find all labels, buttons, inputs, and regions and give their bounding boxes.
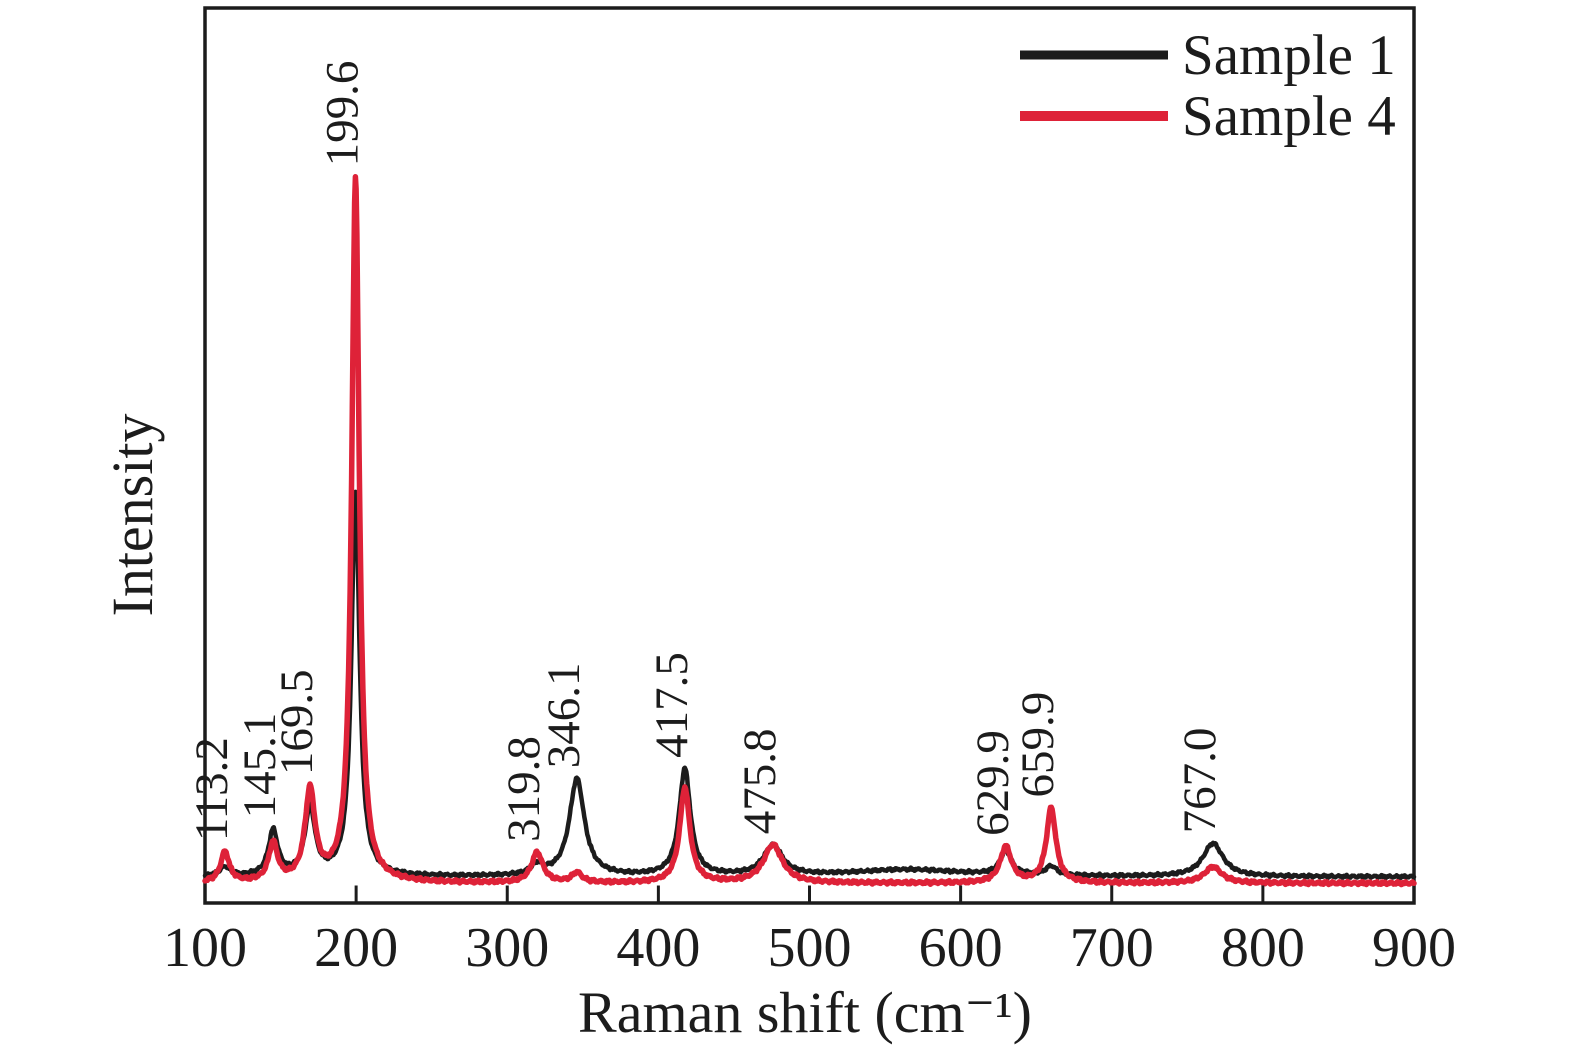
peak-label-169.5: 169.5 — [271, 669, 323, 775]
y-axis-title: Intensity — [100, 414, 165, 617]
x-tick-label-500: 500 — [768, 917, 852, 979]
peak-label-629.9: 629.9 — [967, 730, 1019, 836]
series-line-sample-4 — [202, 173, 1417, 888]
peak-label-145.1: 145.1 — [234, 713, 286, 819]
peak-label-659.9: 659.9 — [1012, 692, 1064, 798]
peak-label-319.8: 319.8 — [498, 736, 550, 842]
peak-label-767.0: 767.0 — [1174, 728, 1226, 834]
legend-label-sample-1: Sample 1 — [1182, 24, 1396, 87]
x-axis-ticks: 100 200 300 400 500 600 700 800 900 — [163, 885, 1456, 979]
plot-frame — [203, 6, 1416, 905]
x-tick-label-600: 600 — [919, 917, 1003, 979]
x-tick-label-400: 400 — [616, 917, 700, 979]
x-tick-label-700: 700 — [1070, 917, 1154, 979]
peak-label-417.5: 417.5 — [646, 652, 698, 758]
x-tick-label-800: 800 — [1221, 917, 1305, 979]
x-axis-title: Raman shift (cm⁻¹) — [578, 980, 1032, 1045]
peak-label-475.8: 475.8 — [734, 728, 786, 834]
x-tick-label-100: 100 — [163, 917, 247, 979]
series-line-sample-1 — [202, 489, 1417, 881]
peak-label-346.1: 346.1 — [538, 662, 590, 768]
spectra-curves — [202, 173, 1417, 888]
peak-label-113.2: 113.2 — [186, 737, 238, 841]
x-tick-label-300: 300 — [465, 917, 549, 979]
legend: Sample 1 Sample 4 — [1020, 24, 1396, 148]
x-tick-label-200: 200 — [314, 917, 398, 979]
legend-label-sample-4: Sample 4 — [1182, 85, 1396, 148]
peak-label-199.6: 199.6 — [317, 61, 369, 167]
x-tick-label-900: 900 — [1372, 917, 1456, 979]
